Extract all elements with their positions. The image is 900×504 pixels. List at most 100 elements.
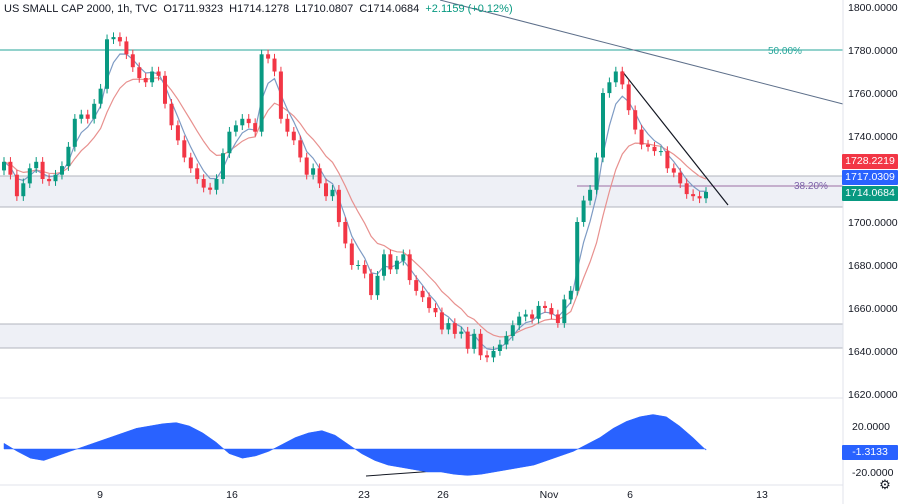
candle <box>536 301 541 324</box>
candle <box>156 66 161 81</box>
price-tick-label: 1640.0000 <box>848 346 898 358</box>
candle-body <box>684 183 689 195</box>
candle-body <box>111 37 116 40</box>
price-tick-label: 1700.0000 <box>848 217 898 229</box>
candle-body <box>124 41 129 55</box>
candle-body <box>349 243 354 265</box>
candle <box>459 326 464 339</box>
candle <box>221 148 225 184</box>
candle <box>259 49 264 137</box>
candle <box>27 163 32 189</box>
candles-group <box>2 32 708 363</box>
candle <box>382 249 386 281</box>
candle-body <box>388 254 393 270</box>
candle-body <box>613 71 618 83</box>
chart-header: US SMALL CAP 2000, 1h, TVC O1711.9323 H1… <box>4 3 516 15</box>
candle <box>581 195 586 227</box>
oscillator-area <box>3 414 707 476</box>
candle <box>388 249 393 275</box>
candle-body <box>285 118 290 132</box>
time-tick-label: 6 <box>627 489 633 501</box>
candle <box>60 161 64 180</box>
candle-body <box>665 151 670 169</box>
candle-body <box>324 183 328 197</box>
candle-body <box>504 335 509 345</box>
candle-body <box>639 129 644 145</box>
candle-body <box>420 290 425 298</box>
candle-body <box>40 161 45 179</box>
ma-fast-line <box>3 53 707 351</box>
candle-body <box>555 314 560 323</box>
support-zone-lower <box>0 324 843 348</box>
candle <box>253 118 258 137</box>
gear-icon[interactable]: ⚙ <box>879 477 891 492</box>
candle <box>452 318 457 339</box>
candle-body <box>562 299 567 324</box>
candle <box>652 142 657 156</box>
candle-body <box>150 71 155 83</box>
candle-body <box>14 174 19 197</box>
candle <box>356 260 361 270</box>
price-tick-label: 1800.0000 <box>848 2 898 14</box>
candle <box>92 99 97 124</box>
candle-body <box>47 179 52 182</box>
ohlc-low: L1710.0807 <box>295 3 354 15</box>
candle <box>485 350 489 363</box>
oscillator-tick-label: -20.0000 <box>852 467 894 479</box>
candle <box>175 120 180 146</box>
candle <box>678 167 683 189</box>
candle-body <box>304 157 309 175</box>
candle <box>407 249 412 285</box>
candle-body <box>336 189 341 223</box>
candle-body <box>543 305 547 308</box>
candle <box>79 109 84 124</box>
candle <box>433 303 438 318</box>
candle <box>330 185 335 201</box>
candle-body <box>588 189 593 201</box>
time-tick-label: 13 <box>756 489 768 501</box>
candle-body <box>658 151 663 153</box>
candle-body <box>188 157 193 169</box>
candle <box>105 34 109 94</box>
ohlc-open: O1711.9323 <box>163 3 224 15</box>
candle-body <box>34 161 39 169</box>
price-tick-label: 1780.0000 <box>848 45 898 57</box>
ma-red-badge: 1728.2219 <box>842 154 898 169</box>
candle <box>478 329 483 361</box>
candle-body <box>298 140 303 158</box>
candle <box>491 346 496 363</box>
candle-body <box>472 333 477 349</box>
candle-body <box>311 168 316 175</box>
candle-body <box>575 222 580 291</box>
candle <box>613 66 618 87</box>
candle <box>246 114 251 128</box>
candle <box>517 311 522 330</box>
candle <box>317 163 322 189</box>
candle-body <box>143 78 148 83</box>
candle-body <box>407 254 412 281</box>
candle-body <box>221 153 225 179</box>
candle-body <box>195 168 200 180</box>
candle <box>227 126 232 158</box>
candle-body <box>633 110 638 130</box>
candle <box>304 152 309 180</box>
candle <box>594 152 599 195</box>
candle-body <box>343 222 348 244</box>
price-tick-label: 1660.0000 <box>848 303 898 315</box>
candle <box>401 249 406 266</box>
candle-body <box>446 323 451 330</box>
candle-body <box>465 331 470 349</box>
oscillator-group <box>3 414 707 476</box>
candle <box>214 174 219 195</box>
candle-body <box>704 191 708 199</box>
price-tick-label: 1760.0000 <box>848 88 898 100</box>
candle <box>549 303 554 320</box>
candle-body <box>182 140 187 158</box>
candle-body <box>246 118 251 124</box>
candle <box>362 260 367 279</box>
price-tick-label: 1680.0000 <box>848 260 898 272</box>
candle-body <box>60 166 64 175</box>
candle <box>98 83 103 109</box>
